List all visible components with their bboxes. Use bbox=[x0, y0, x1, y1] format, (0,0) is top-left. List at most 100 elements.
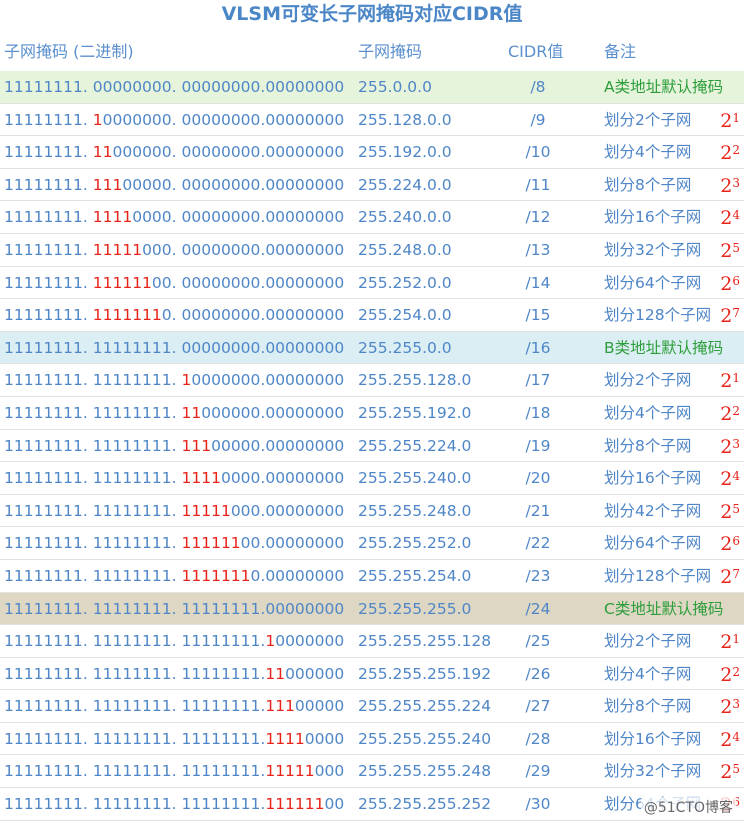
binary-prefix: 11111111. 11111111. bbox=[4, 436, 182, 455]
binary-borrowed-bits: 11 bbox=[265, 664, 286, 683]
cidr-cell: /26 bbox=[525, 664, 551, 683]
note-text: C类地址默认掩码 bbox=[604, 599, 724, 618]
power-base: 2 bbox=[720, 696, 733, 719]
binary-borrowed-bits: 111111 bbox=[265, 795, 325, 814]
subnet-mask-cell: 255.255.224.0 bbox=[358, 436, 472, 455]
subnet-mask-cell: 255.255.255.192 bbox=[358, 664, 492, 683]
binary-suffix: 000.00000000 bbox=[230, 501, 345, 520]
binary-prefix: 11111111. 11111111. bbox=[4, 469, 182, 488]
note-text: 划分128个子网 bbox=[604, 566, 712, 585]
power-base: 2 bbox=[720, 500, 733, 523]
power-base: 2 bbox=[720, 402, 733, 425]
cidr-cell: /23 bbox=[525, 566, 551, 585]
note-cell: 划分4个子网 22 bbox=[604, 397, 744, 429]
binary-suffix: 00000 bbox=[294, 697, 345, 716]
power-exponent: 4 bbox=[732, 208, 740, 223]
page-title: VLSM可变长子网掩码对应CIDR值 bbox=[221, 3, 523, 25]
subnet-mask-cell: 255.255.252.0 bbox=[358, 534, 472, 553]
binary-suffix: 00000000 bbox=[265, 599, 345, 618]
binary-borrowed-bits: 11 bbox=[92, 143, 113, 162]
note-cell: 划分32个子网 25 bbox=[604, 234, 744, 266]
note-text: B类地址默认掩码 bbox=[604, 338, 724, 357]
binary-mask-cell: 11111111. 11111111. 00000000.00000000 bbox=[4, 332, 344, 364]
binary-borrowed-bits: 11111 bbox=[265, 762, 315, 781]
table-row: 11111111. 11111110. 00000000.00000000 255… bbox=[0, 299, 744, 332]
power-of-two: 25 bbox=[720, 497, 740, 527]
binary-prefix: 11111111. bbox=[4, 240, 93, 259]
note-text: 划分8个子网 bbox=[604, 436, 692, 455]
subnet-mask-cell: 255.255.254.0 bbox=[358, 566, 472, 585]
header-binary: 子网掩码 (二进制) bbox=[4, 42, 134, 61]
binary-borrowed-bits: 1111111 bbox=[92, 306, 162, 325]
binary-borrowed-bits: 1111 bbox=[92, 208, 133, 227]
binary-suffix: 000000. 00000000.00000000 bbox=[112, 143, 345, 162]
power-of-two: 21 bbox=[720, 627, 740, 657]
binary-prefix: 11111111. bbox=[4, 306, 93, 325]
power-of-two: 22 bbox=[720, 138, 740, 168]
note-text: A类地址默认掩码 bbox=[604, 78, 724, 96]
power-of-two: 26 bbox=[720, 529, 740, 559]
note-cell: B类地址默认掩码 bbox=[604, 332, 744, 364]
subnet-mask-cell: 255.128.0.0 bbox=[358, 110, 452, 129]
subnet-mask-cell: 255.255.248.0 bbox=[358, 501, 472, 520]
cidr-cell: /27 bbox=[525, 697, 551, 716]
cidr-cell: /19 bbox=[525, 436, 551, 455]
subnet-mask-cell: 255.255.240.0 bbox=[358, 469, 472, 488]
subnet-mask-cell: 255.240.0.0 bbox=[358, 208, 452, 227]
cidr-cell: /20 bbox=[525, 469, 551, 488]
binary-suffix: 00000000. 00000000.00000000 bbox=[92, 78, 345, 96]
power-of-two: 23 bbox=[720, 432, 740, 462]
cidr-cell: /10 bbox=[525, 143, 551, 162]
binary-suffix: 0. 00000000.00000000 bbox=[161, 306, 345, 325]
power-base: 2 bbox=[720, 272, 733, 295]
binary-prefix: 11111111. 11111111. 11111111. bbox=[4, 632, 266, 651]
power-exponent: 5 bbox=[732, 762, 740, 777]
note-text: 划分42个子网 bbox=[604, 501, 702, 520]
subnet-mask-cell: 255.255.255.240 bbox=[358, 729, 492, 748]
cidr-cell: /17 bbox=[525, 371, 551, 390]
note-text: 划分2个子网 bbox=[604, 632, 692, 651]
table-row: 11111111. 11111111. 11111111.11100000 255… bbox=[0, 690, 744, 723]
table-body: 11111111. 00000000. 00000000.00000000 255… bbox=[0, 71, 744, 821]
cidr-cell: /29 bbox=[525, 762, 551, 781]
note-text: 划分2个子网 bbox=[604, 371, 692, 390]
binary-borrowed-bits: 111 bbox=[92, 175, 123, 194]
subnet-mask-cell: 255.255.255.252 bbox=[358, 795, 492, 814]
binary-suffix: 0000. 00000000.00000000 bbox=[132, 208, 345, 227]
subnet-mask-cell: 255.255.0.0 bbox=[358, 338, 452, 357]
note-text: 划分16个子网 bbox=[604, 729, 702, 748]
subnet-mask-cell: 255.255.255.248 bbox=[358, 762, 492, 781]
table-row: 11111111. 11111111. 11111110.00000000 255… bbox=[0, 560, 744, 593]
power-exponent: 4 bbox=[732, 469, 740, 484]
table-row: 11111111. 11111100. 00000000.00000000 255… bbox=[0, 267, 744, 300]
binary-prefix: 11111111. bbox=[4, 175, 93, 194]
binary-prefix: 11111111. 11111111. 11111111. bbox=[4, 664, 266, 683]
cidr-cell: /8 bbox=[530, 78, 546, 96]
note-cell: 划分42个子网 25 bbox=[604, 495, 744, 527]
note-cell: 划分8个子网 23 bbox=[604, 430, 744, 462]
subnet-mask-cell: 255.0.0.0 bbox=[358, 78, 432, 96]
binary-mask-cell: 11111111. 11111100. 00000000.00000000 bbox=[4, 267, 344, 299]
binary-suffix: 00000.00000000 bbox=[211, 436, 345, 455]
note-cell: C类地址默认掩码 bbox=[604, 593, 744, 625]
cidr-cell: /16 bbox=[525, 338, 551, 357]
binary-borrowed-bits: 1 bbox=[181, 371, 192, 390]
cidr-cell: /28 bbox=[525, 729, 551, 748]
subnet-mask-cell: 255.248.0.0 bbox=[358, 240, 452, 259]
note-cell: 划分2个子网 21 bbox=[604, 104, 744, 136]
note-cell: 划分8个子网 23 bbox=[604, 169, 744, 201]
watermark: @51CTO博客 bbox=[640, 797, 736, 817]
power-exponent: 6 bbox=[732, 534, 740, 549]
binary-borrowed-bits: 111111 bbox=[92, 273, 152, 292]
binary-prefix: 11111111. bbox=[4, 208, 93, 227]
table-row: 11111111. 11111111. 11111111.11110000 255… bbox=[0, 723, 744, 756]
subnet-mask-cell: 255.224.0.0 bbox=[358, 175, 452, 194]
power-of-two: 23 bbox=[720, 171, 740, 201]
cidr-cell: /30 bbox=[525, 795, 551, 814]
binary-mask-cell: 11111111. 11111111. 11111000.00000000 bbox=[4, 495, 344, 527]
binary-borrowed-bits: 1 bbox=[265, 632, 276, 651]
power-exponent: 6 bbox=[732, 273, 740, 288]
binary-mask-cell: 11111111. 11111111. 11111110.00000000 bbox=[4, 560, 344, 592]
cidr-cell: /9 bbox=[530, 110, 546, 129]
binary-suffix: 0000000 bbox=[275, 632, 345, 651]
